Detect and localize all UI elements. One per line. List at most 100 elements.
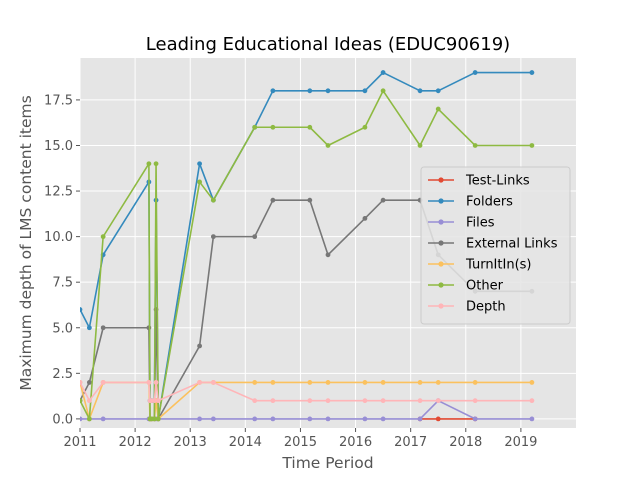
- data-point-depth: [380, 398, 386, 404]
- data-point-other: [197, 179, 202, 185]
- data-point-external-links: [100, 325, 106, 331]
- data-point-files: [362, 416, 368, 422]
- legend-marker-test-links: [438, 177, 444, 183]
- data-point-folders: [362, 88, 368, 94]
- legend-marker-other: [438, 282, 444, 288]
- legend-marker-files: [438, 219, 444, 225]
- x-tick-label: 2011: [63, 435, 96, 450]
- data-point-turnitin-s: [325, 380, 331, 385]
- data-point-files: [197, 416, 202, 422]
- legend-marker-depth: [438, 303, 444, 309]
- data-point-test-links: [435, 416, 441, 422]
- data-point-other: [155, 416, 161, 422]
- legend-label-external-links: External Links: [466, 237, 558, 252]
- data-point-depth: [197, 380, 202, 385]
- data-point-depth: [152, 398, 157, 404]
- legend: Test-Links Folders Files External Links Turn…: [420, 166, 571, 325]
- data-point-folders: [472, 70, 478, 75]
- y-axis-ticks: 0.0 2.5 5.0 7.5 10.0 12.5 15.0 17.5: [44, 93, 80, 427]
- data-point-depth: [307, 398, 313, 404]
- data-point-other: [362, 124, 368, 130]
- data-point-external-links: [86, 380, 92, 385]
- data-point-other: [210, 197, 216, 203]
- x-tick-label: 2019: [504, 435, 537, 450]
- x-axis-label: Time Period: [281, 454, 373, 472]
- data-point-folders: [435, 88, 441, 94]
- data-point-turnitin-s: [270, 380, 276, 385]
- data-point-turnitin-s: [472, 380, 478, 385]
- data-point-files: [529, 416, 535, 422]
- data-point-other: [100, 234, 106, 240]
- x-tick-label: 2014: [229, 435, 262, 450]
- data-point-turnitin-s: [252, 380, 258, 385]
- data-point-depth: [325, 398, 331, 404]
- data-point-other: [529, 143, 535, 148]
- data-point-external-links: [362, 215, 368, 221]
- data-point-turnitin-s: [435, 380, 441, 385]
- data-point-depth: [153, 380, 159, 385]
- data-point-files: [100, 416, 106, 422]
- data-point-depth: [472, 398, 478, 404]
- legend-label-files: Files: [466, 216, 495, 231]
- legend-marker-turnitin-s: [438, 261, 444, 267]
- data-point-depth: [362, 398, 368, 404]
- legend-label-other: Other: [466, 279, 504, 294]
- y-tick-label: 12.5: [44, 185, 73, 200]
- y-tick-label: 15.0: [44, 139, 73, 154]
- data-point-files: [380, 416, 386, 422]
- legend-label-turnitin-s: TurnItIn(s): [465, 258, 531, 273]
- data-point-turnitin-s: [529, 380, 535, 385]
- data-point-files: [307, 416, 313, 422]
- data-point-other: [152, 416, 157, 422]
- y-tick-label: 0.0: [52, 412, 73, 427]
- data-point-files: [325, 416, 331, 422]
- data-point-folders: [417, 88, 423, 94]
- data-point-other: [472, 143, 478, 148]
- x-tick-label: 2012: [119, 435, 152, 450]
- data-point-external-links: [325, 252, 331, 258]
- data-point-other: [435, 106, 441, 112]
- data-point-folders: [86, 325, 92, 331]
- legend-marker-external-links: [438, 240, 444, 246]
- legend-label-folders: Folders: [466, 195, 513, 210]
- data-point-turnitin-s: [362, 380, 368, 385]
- data-point-depth: [435, 398, 441, 404]
- data-point-other: [252, 124, 258, 130]
- data-point-other: [270, 124, 276, 130]
- data-point-external-links: [270, 197, 276, 203]
- data-point-other: [325, 143, 331, 148]
- x-axis-ticks: 2011 2012 2013 2014 2015 2016 2017 2018 2019: [63, 428, 537, 450]
- data-point-folders: [529, 70, 535, 75]
- data-point-depth: [155, 398, 161, 404]
- data-point-depth: [80, 380, 83, 385]
- data-point-depth: [146, 380, 152, 385]
- data-point-depth: [86, 398, 92, 404]
- data-point-files: [252, 416, 258, 422]
- data-point-files: [472, 416, 478, 422]
- x-tick-label: 2015: [284, 435, 317, 450]
- legend-label-depth: Depth: [466, 300, 506, 315]
- data-point-folders: [307, 88, 313, 94]
- y-tick-label: 17.5: [44, 93, 73, 108]
- chart-title: Leading Educational Ideas (EDUC90619): [146, 34, 510, 55]
- y-tick-label: 2.5: [52, 367, 73, 382]
- data-point-files: [417, 416, 423, 422]
- data-point-folders: [270, 88, 276, 94]
- data-point-external-links: [197, 343, 202, 349]
- series-lines: [80, 70, 535, 422]
- data-point-folders: [325, 88, 331, 94]
- data-point-external-links: [380, 197, 386, 203]
- x-tick-label: 2018: [449, 435, 482, 450]
- data-point-other: [80, 398, 83, 404]
- x-tick-label: 2017: [394, 435, 427, 450]
- data-point-folders: [80, 307, 83, 312]
- y-tick-label: 7.5: [52, 276, 73, 291]
- data-point-turnitin-s: [380, 380, 386, 385]
- data-point-turnitin-s: [417, 380, 423, 385]
- data-point-depth: [210, 380, 216, 385]
- data-point-depth: [417, 398, 423, 404]
- y-tick-label: 10.0: [44, 230, 73, 245]
- data-point-external-links: [307, 197, 313, 203]
